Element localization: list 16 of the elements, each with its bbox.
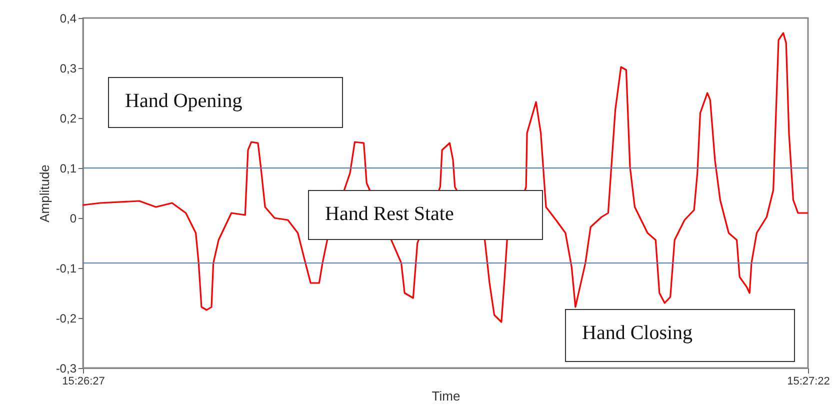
x-tick-label: 15:27:22 (787, 376, 830, 388)
text-box: Hand Opening (108, 77, 343, 128)
y-tick-label: -0,3 (56, 362, 77, 376)
y-tick-label: 0 (70, 212, 77, 226)
y-tick-label: 0,4 (60, 12, 77, 26)
text-box: Hand Rest State (308, 190, 543, 240)
y-tick-label: -0,2 (56, 312, 77, 326)
line-series (82, 32, 808, 323)
y-tick-label: 0,1 (60, 162, 77, 176)
y-axis-title: Amplitude (36, 164, 52, 222)
text-box: Hand Closing (565, 309, 795, 362)
x-tick-label: 15:26:27 (62, 376, 105, 388)
y-tick-label: -0,1 (56, 262, 77, 276)
y-tick-label: 0,2 (60, 112, 77, 126)
y-tick-label: 0,3 (60, 62, 77, 76)
x-axis-title: Time (432, 388, 460, 404)
